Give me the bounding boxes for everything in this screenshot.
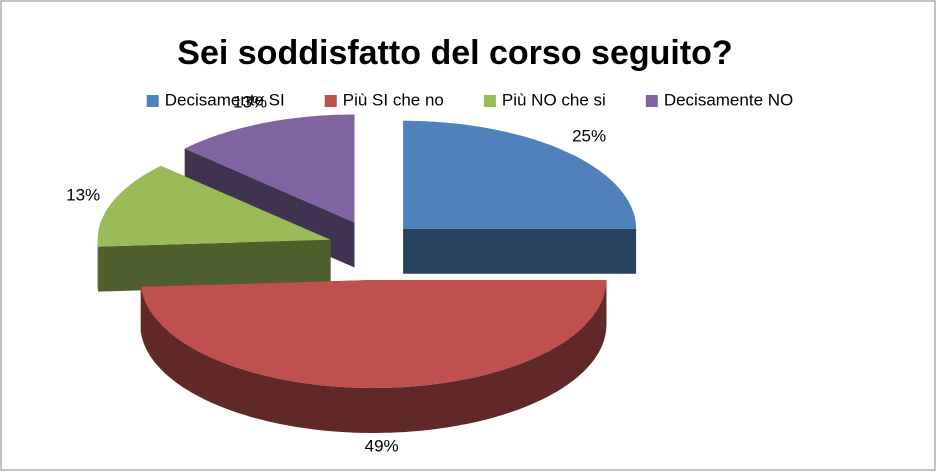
data-label: 49% <box>365 436 399 455</box>
slice <box>403 120 637 274</box>
legend-swatch <box>146 95 159 107</box>
slice <box>97 165 331 292</box>
legend-swatch <box>645 95 658 107</box>
chart-title: Sei soddisfatto del corso seguito? <box>177 34 732 72</box>
data-label: 25% <box>572 126 606 145</box>
slice-top <box>184 114 355 223</box>
slice-top <box>403 120 637 229</box>
legend-label: Decisamente SI <box>165 90 285 109</box>
legend-label: Decisamente NO <box>664 90 793 109</box>
data-label: 13% <box>66 185 100 204</box>
legend-label: Più SI che no <box>343 90 444 109</box>
legend-swatch <box>483 95 496 107</box>
slice-wall <box>403 228 637 274</box>
legend-swatch <box>324 95 337 107</box>
legend-label: Più NO che si <box>502 90 606 109</box>
slice-top <box>140 280 607 388</box>
slice-top <box>97 165 331 247</box>
slice-side <box>97 239 99 292</box>
slice <box>140 280 607 433</box>
data-label: 13% <box>233 93 267 112</box>
slice-side <box>140 280 607 433</box>
